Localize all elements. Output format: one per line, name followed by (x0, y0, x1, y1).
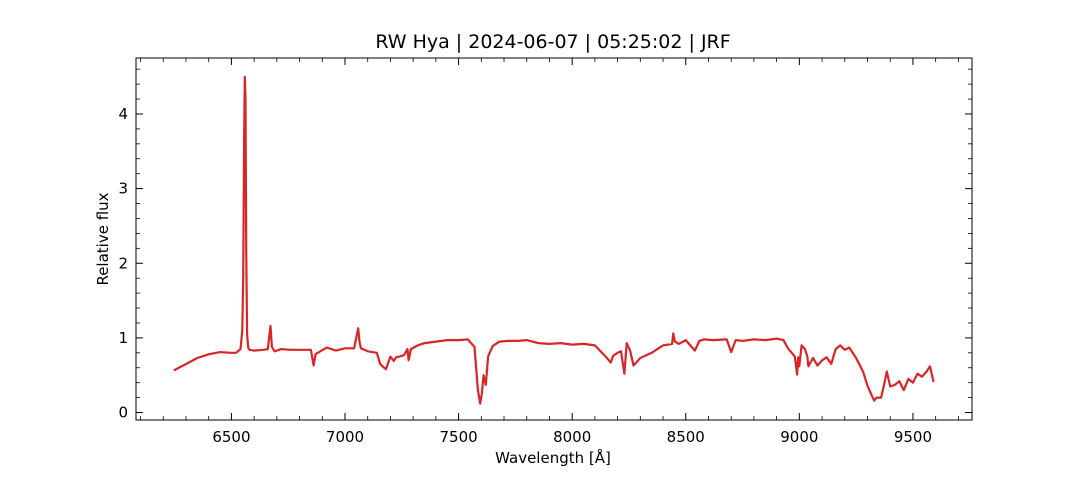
y-tick-label: 2 (118, 254, 128, 272)
x-tick-label: 7000 (326, 428, 364, 446)
y-tick-label: 3 (118, 180, 128, 198)
y-tick-label: 4 (118, 105, 128, 123)
plot-area (173, 75, 935, 405)
x-tick-label: 7500 (439, 428, 477, 446)
x-tick-label: 8500 (667, 428, 705, 446)
axis-ticks: 6500 7000 7500 8000 8500 9000 9500 0 1 2 3 4 (118, 58, 972, 446)
x-axis-label: Wavelength [Å] (495, 448, 611, 467)
y-tick-label: 1 (118, 329, 128, 347)
x-tick-label: 9500 (894, 428, 932, 446)
plot-frame (135, 57, 973, 421)
spectrum-line (173, 75, 935, 405)
x-tick-label: 6500 (212, 428, 250, 446)
x-tick-label: 8000 (553, 428, 591, 446)
x-tick-label: 9000 (780, 428, 818, 446)
chart-title: RW Hya | 2024-06-07 | 05:25:02 | JRF (375, 31, 730, 53)
y-axis-label: Relative flux (94, 192, 112, 285)
y-tick-label: 0 (118, 404, 128, 422)
